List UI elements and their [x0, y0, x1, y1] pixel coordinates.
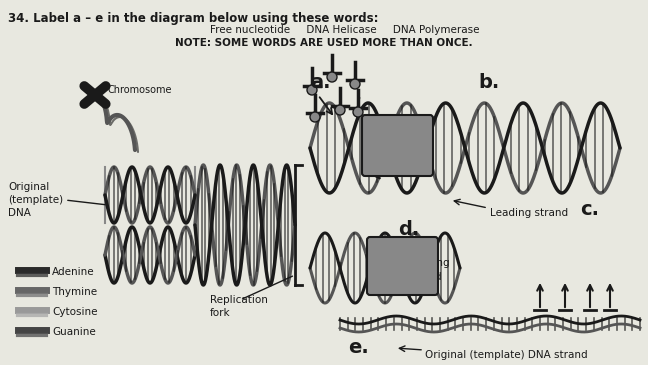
Text: c.: c. — [580, 200, 599, 219]
Text: Replication
fork: Replication fork — [210, 295, 268, 318]
Text: Leading strand: Leading strand — [490, 208, 568, 218]
Circle shape — [327, 72, 337, 82]
Text: b.: b. — [478, 73, 499, 92]
Circle shape — [310, 112, 320, 122]
Text: Original
(template)
DNA: Original (template) DNA — [8, 182, 63, 218]
Text: Free nucleotide     DNA Helicase     DNA Polymerase: Free nucleotide DNA Helicase DNA Polymer… — [210, 25, 480, 35]
Text: Thymine: Thymine — [52, 287, 97, 297]
Text: Original (template) DNA strand: Original (template) DNA strand — [425, 350, 588, 360]
Circle shape — [350, 79, 360, 89]
Circle shape — [353, 107, 363, 117]
Circle shape — [335, 105, 345, 115]
Text: Guanine: Guanine — [52, 327, 96, 337]
Circle shape — [307, 85, 317, 95]
Text: e.: e. — [348, 338, 369, 357]
Text: a.: a. — [310, 73, 330, 92]
Text: Adenine: Adenine — [52, 267, 95, 277]
Text: 34. Label a – e in the diagram below using these words:: 34. Label a – e in the diagram below usi… — [8, 12, 378, 25]
Text: NOTE: SOME WORDS ARE USED MORE THAN ONCE.: NOTE: SOME WORDS ARE USED MORE THAN ONCE… — [175, 38, 472, 48]
Text: Lagging
strand: Lagging strand — [408, 258, 450, 282]
Text: d.: d. — [398, 220, 419, 239]
FancyBboxPatch shape — [367, 237, 438, 295]
Text: Chromosome: Chromosome — [107, 85, 172, 95]
FancyBboxPatch shape — [362, 115, 433, 176]
Text: Cytosine: Cytosine — [52, 307, 97, 317]
